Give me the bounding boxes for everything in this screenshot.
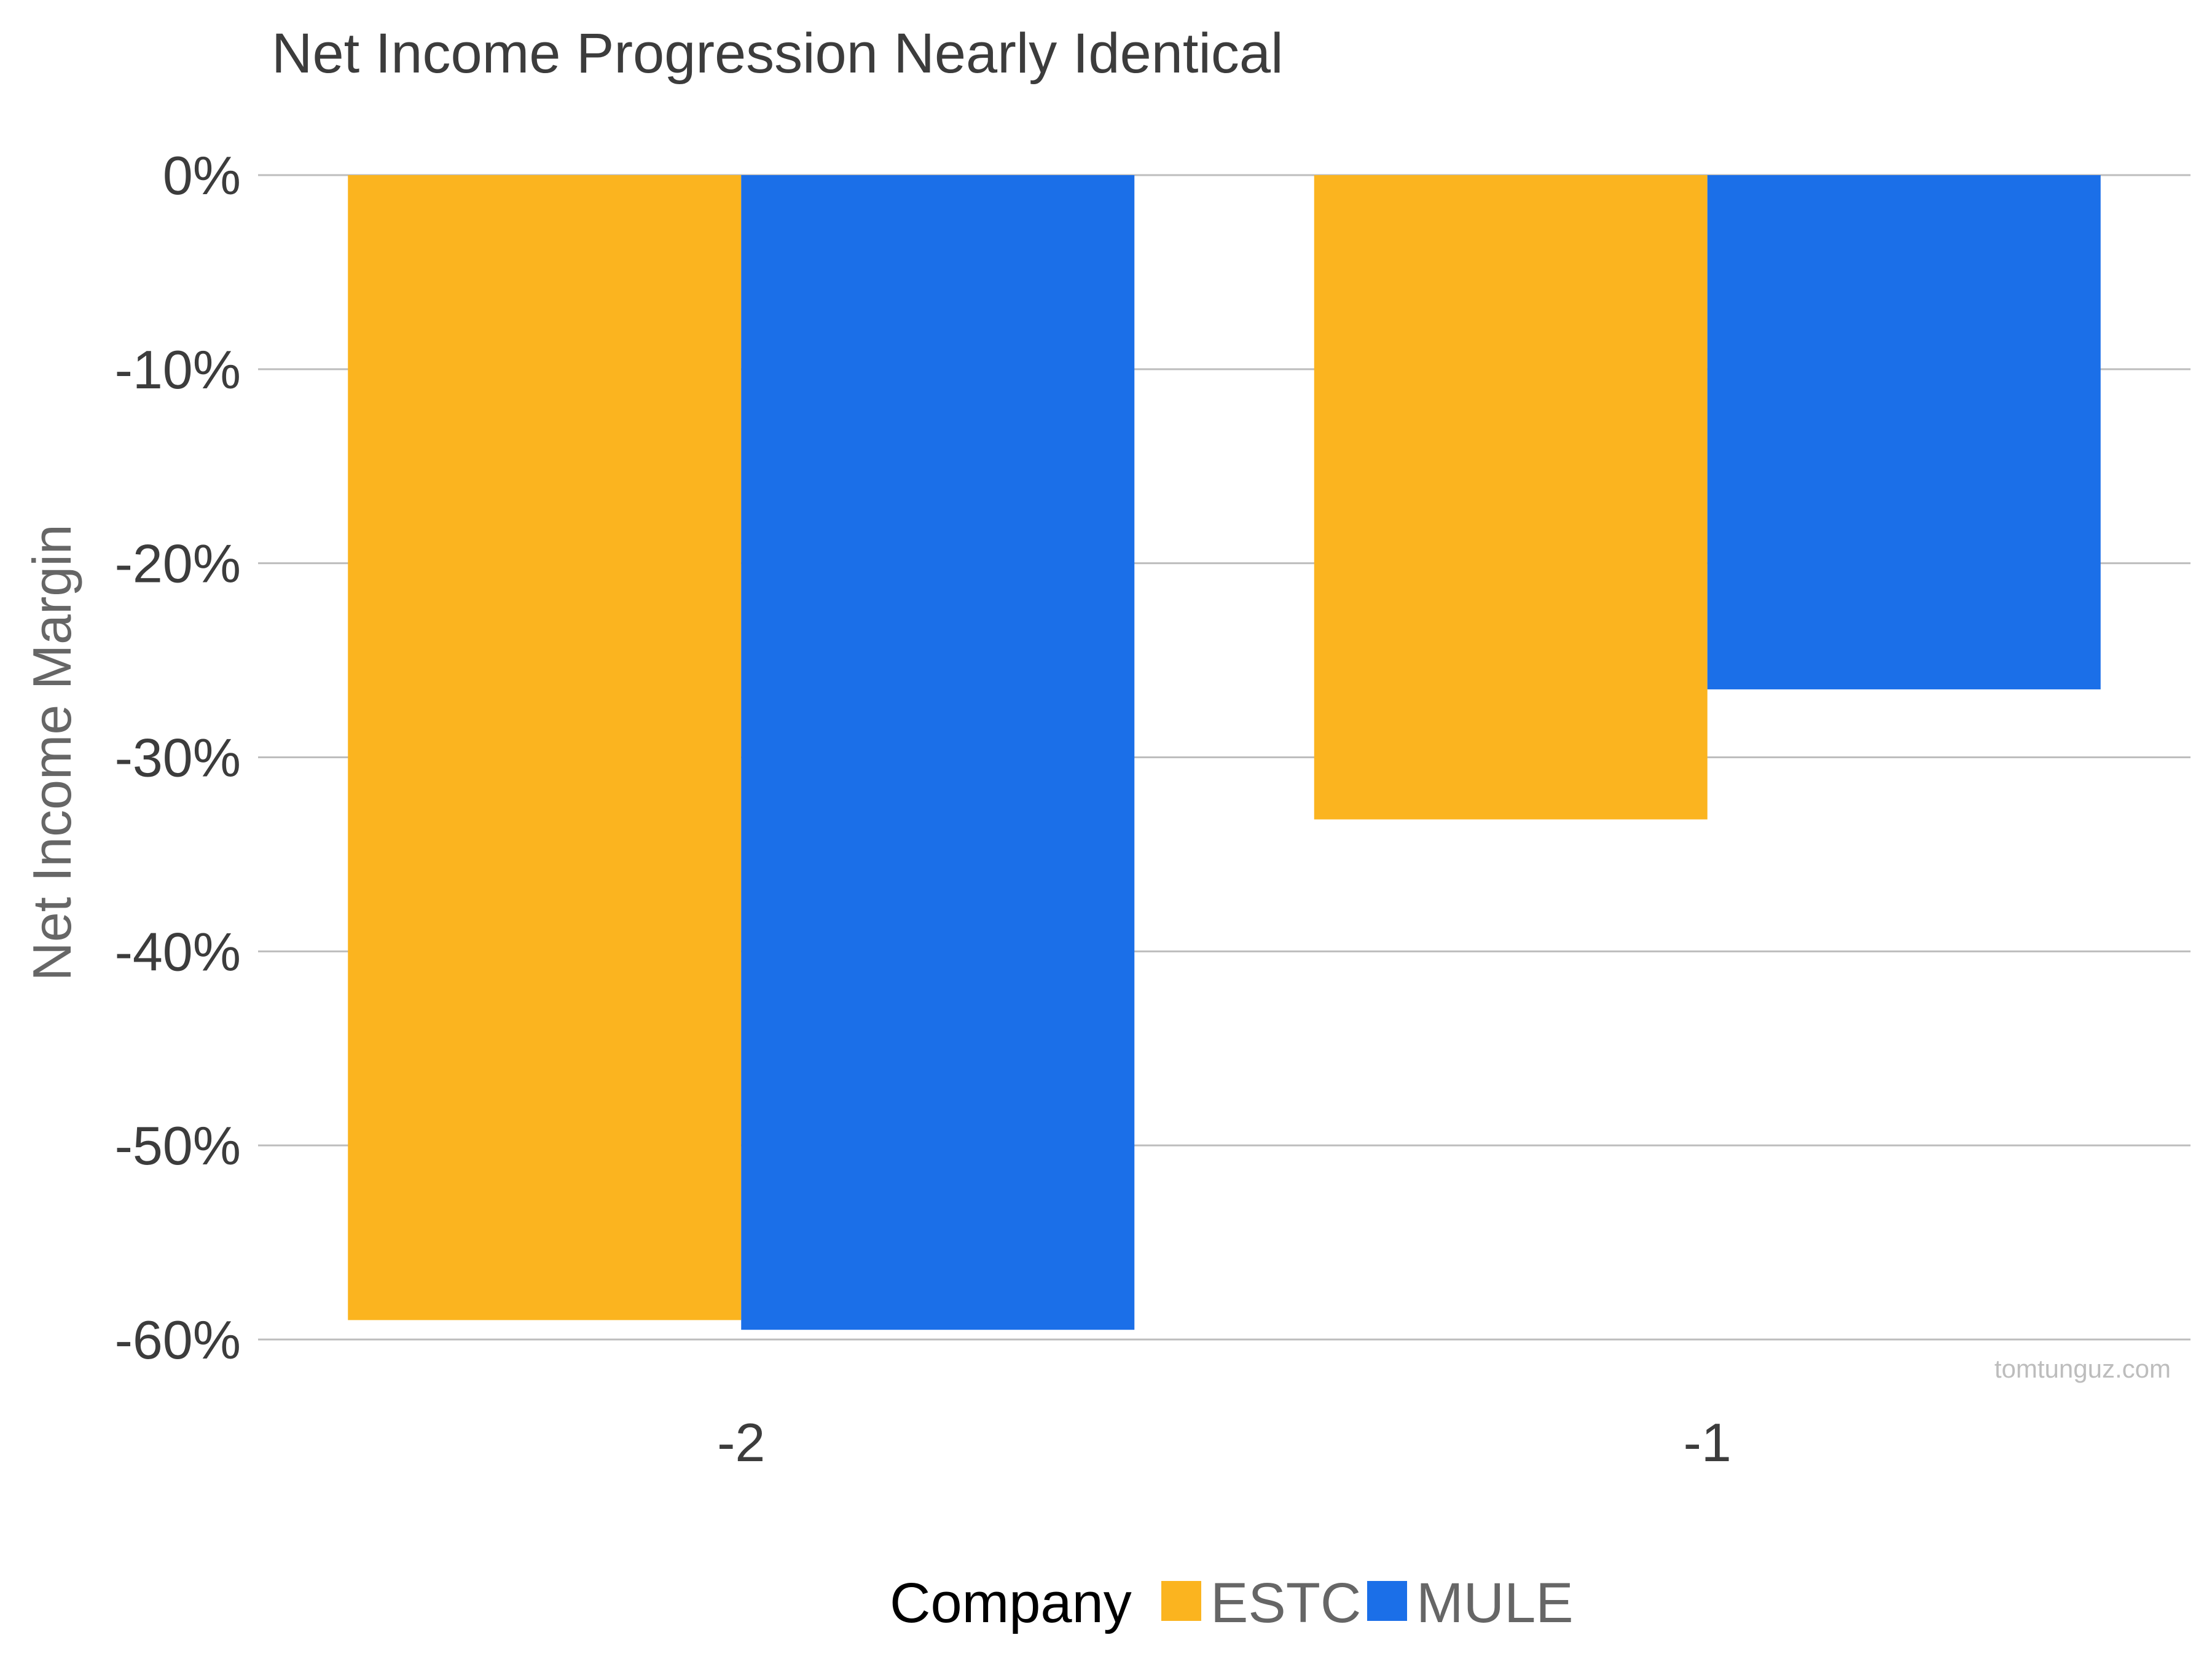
y-axis-label: Net Income Margin	[22, 524, 82, 981]
bar-mule-0	[741, 175, 1135, 1330]
legend-label-mule: MULE	[1416, 1572, 1574, 1634]
y-tick-label: -20%	[115, 533, 241, 594]
y-tick-label: -60%	[115, 1309, 241, 1370]
y-axis-ticks: 0% -10% -20% -30% -40% -50% -60%	[115, 145, 241, 1370]
bar-mule-1	[1707, 175, 2101, 689]
x-tick-label: -2	[717, 1412, 765, 1473]
y-tick-label: 0%	[163, 145, 241, 206]
legend-swatch-mule	[1367, 1581, 1407, 1621]
x-tick-label: -1	[1684, 1412, 1732, 1473]
legend-label-estc: ESTC	[1210, 1572, 1361, 1634]
legend: Company ESTC MULE	[890, 1572, 1574, 1634]
legend-items: ESTC MULE	[1161, 1572, 1574, 1634]
bar-estc-0	[348, 175, 742, 1320]
y-tick-label: -50%	[115, 1115, 241, 1176]
y-tick-label: -40%	[115, 921, 241, 982]
bar-estc-1	[1314, 175, 1708, 820]
x-axis-ticks: -2 -1	[717, 1412, 1732, 1473]
legend-title: Company	[890, 1572, 1132, 1634]
watermark: tomtunguz.com	[1994, 1354, 2171, 1383]
bars	[348, 175, 2101, 1330]
y-tick-label: -30%	[115, 728, 241, 788]
legend-swatch-estc	[1161, 1581, 1201, 1621]
chart-title: Net Income Progression Nearly Identical	[272, 22, 1284, 85]
y-tick-label: -10%	[115, 339, 241, 400]
